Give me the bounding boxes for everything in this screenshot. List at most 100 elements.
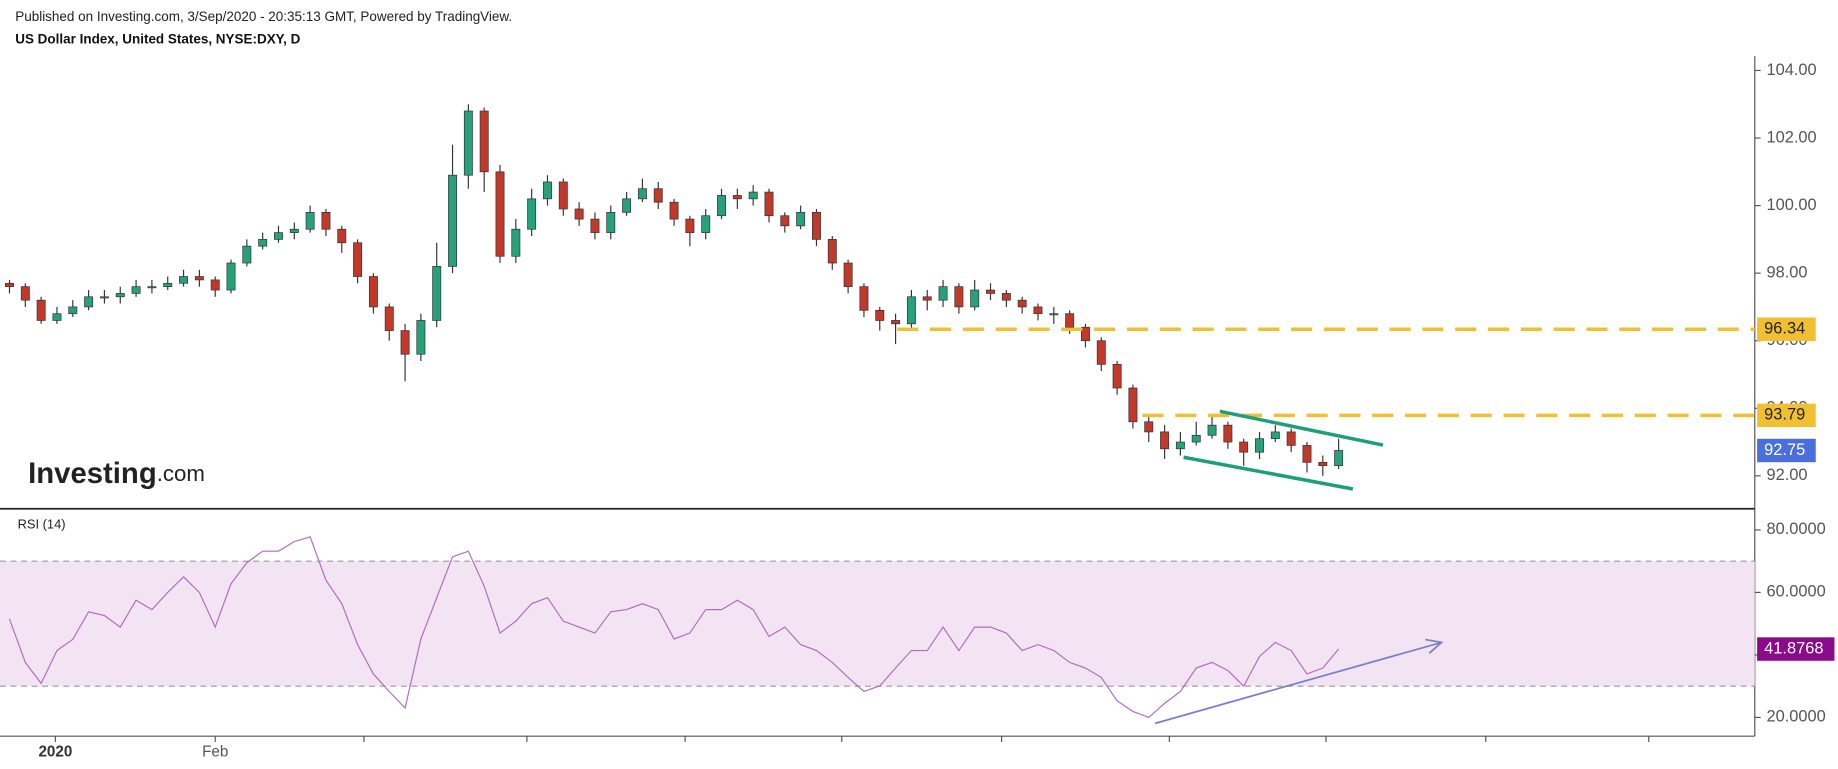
candle-body [780, 215, 790, 227]
candle-body [875, 309, 885, 321]
candle-body [669, 201, 679, 220]
candle-body [274, 232, 283, 240]
y-tick-label: 20.0000 [1766, 708, 1825, 726]
candle-body [922, 296, 932, 301]
rsi-band [0, 561, 1755, 687]
candle-body [5, 282, 14, 288]
candle-body [1270, 431, 1280, 440]
candle-body [210, 279, 220, 291]
candle-body [701, 215, 711, 233]
candle-body [84, 296, 94, 308]
candle-body [305, 211, 315, 230]
logo: Investing.com [28, 456, 205, 489]
candle-body [1207, 424, 1217, 436]
logo-suffix: .com [157, 461, 205, 486]
candle-body [463, 110, 473, 176]
candle-body [954, 286, 964, 308]
candle-body [764, 191, 774, 217]
last-price-label-bg [1757, 438, 1816, 463]
rsi-title: RSI (14) [18, 517, 66, 532]
candle-body [1302, 445, 1312, 463]
y-tick-label: 92.00 [1766, 466, 1807, 484]
candle-body [859, 286, 869, 311]
y-tick-label: 60.0000 [1766, 583, 1825, 601]
candle-body [179, 276, 189, 284]
candle-body [1239, 441, 1249, 453]
candle-body [1286, 431, 1296, 446]
candle-body [1144, 421, 1154, 433]
candle-body [543, 181, 552, 200]
candle-body [242, 245, 252, 264]
candle-body [337, 228, 347, 244]
candle-body [653, 188, 663, 203]
candle-body [1081, 326, 1090, 342]
candle-body [1049, 313, 1059, 316]
candle-body [1065, 313, 1075, 328]
candle-body [1318, 461, 1328, 467]
candle-body [20, 286, 30, 301]
candle-body [1128, 387, 1138, 423]
candle-body [732, 195, 742, 200]
candle-body [748, 191, 758, 200]
y-tick-label: 102.00 [1766, 128, 1816, 146]
candle-body [36, 299, 46, 321]
candle-body [495, 171, 505, 257]
candle-body [906, 296, 916, 325]
candle-body [432, 266, 442, 321]
candle-body [717, 195, 726, 217]
candle-body [606, 211, 616, 233]
rsi-last-label: 41.8768 [1764, 639, 1823, 657]
candle-body [289, 228, 299, 233]
candle-body [938, 286, 948, 301]
candle-body [1096, 340, 1106, 365]
logo-brand: Investing [28, 456, 157, 489]
candle-body [416, 320, 426, 355]
level-label-bg [1757, 403, 1816, 428]
candle-body [321, 211, 331, 230]
level-label-bg [1757, 317, 1816, 341]
candle-body [843, 262, 853, 288]
y-tick-label: 100.00 [1766, 196, 1816, 214]
candle-body [986, 289, 995, 294]
candle-body [891, 320, 901, 325]
candle-body [637, 188, 647, 200]
candle-body [812, 211, 821, 240]
y-tick-label: 80.0000 [1766, 520, 1825, 538]
candle-body [368, 276, 378, 308]
candle-body [796, 211, 806, 227]
rsi-last-bg [1757, 637, 1835, 661]
arrow-head [1425, 638, 1444, 654]
x-tick-label: Feb [202, 744, 228, 761]
last-price-label: 92.75 [1764, 441, 1805, 459]
candle-body [1001, 293, 1011, 301]
candle-body [574, 208, 584, 220]
candle-body [163, 282, 173, 288]
candle-body [115, 293, 125, 298]
candle-body [131, 286, 141, 294]
candle-body [1255, 438, 1264, 453]
x-tick-label: 2020 [38, 744, 72, 761]
candle-body [1112, 364, 1122, 389]
level-label: 93.79 [1764, 406, 1805, 424]
candle-body [226, 262, 236, 291]
candle-body [622, 198, 632, 213]
chart-title: US Dollar Index, United States, NYSE:DXY… [15, 31, 300, 46]
candle-body [511, 228, 521, 257]
candle-body [827, 239, 837, 264]
candle-body [194, 276, 204, 281]
candle-body [685, 218, 695, 233]
candle-body [384, 306, 394, 331]
candle-body [1017, 299, 1027, 308]
trendline [1154, 641, 1442, 725]
candle-body [590, 218, 600, 233]
candle-body [68, 306, 78, 315]
candle-body [1223, 424, 1233, 443]
rsi-line [8, 536, 1340, 719]
trendline [1219, 409, 1384, 447]
y-tick-label: 104.00 [1766, 61, 1816, 79]
candle-body [400, 330, 410, 355]
candle-body [1191, 434, 1201, 443]
candle-body [448, 174, 457, 267]
trendline [1183, 455, 1354, 491]
